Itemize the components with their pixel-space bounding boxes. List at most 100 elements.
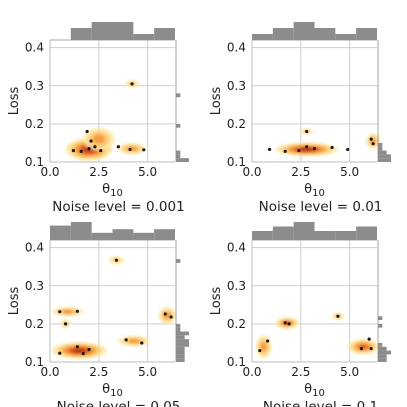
x-axis-label: θ10	[102, 182, 123, 199]
y-tick-label: 0.1	[25, 355, 44, 369]
right-histogram-bar	[378, 346, 387, 351]
top-histogram-bar	[335, 231, 357, 240]
data-point	[128, 147, 132, 152]
density-contour	[92, 134, 105, 144]
data-point	[87, 147, 91, 151]
data-point	[305, 129, 309, 134]
y-axis-label: Loss	[7, 87, 22, 116]
data-point	[163, 312, 167, 316]
data-point	[75, 345, 79, 349]
density-contour	[126, 146, 138, 151]
panel-caption: Noise level = 0.1	[263, 399, 378, 407]
top-histogram-bar	[293, 222, 315, 240]
right-histogram-bar	[176, 342, 189, 347]
data-point	[330, 145, 334, 150]
x-tick-label: 0.0	[40, 165, 59, 179]
right-histogram-bar	[176, 150, 181, 155]
y-axis-label: Loss	[209, 287, 224, 316]
right-histogram-bar	[378, 142, 383, 147]
panel-caption: Noise level = 0.001	[52, 199, 184, 215]
data-point	[266, 339, 270, 343]
panel-2: 0.0 2.5 5.0 0.1 0.2 0.3 0.4 θ10 Loss Noise level …	[209, 22, 391, 215]
top-histogram-bar	[272, 226, 294, 240]
right-histogram-bar	[176, 350, 185, 355]
top-histogram-bar	[335, 34, 357, 40]
top-histogram-bar	[133, 34, 155, 40]
right-histogram-bar	[378, 154, 391, 159]
data-point	[312, 147, 317, 151]
top-histogram-bar	[133, 232, 155, 240]
y-tick-label: 0.1	[227, 355, 246, 369]
density-layer	[275, 128, 380, 157]
x-tick-label: 2.5	[89, 165, 108, 179]
data-point	[75, 309, 79, 313]
panel-4: 0.0 2.5 5.0 0.1 0.2 0.3 0.4 θ10 Loss Noise level …	[209, 222, 391, 407]
data-point	[283, 149, 287, 153]
right-histogram-bar	[176, 93, 181, 98]
y-tick-label: 0.4	[25, 241, 44, 255]
data-point	[58, 310, 62, 314]
x-axis-label: θ10	[304, 182, 325, 199]
data-point	[371, 142, 375, 146]
top-histogram-bar	[252, 34, 273, 40]
right-histogram-bar	[378, 354, 387, 359]
y-tick-label: 0.4	[227, 241, 246, 255]
right-histogram-bar	[176, 346, 185, 351]
data-point	[79, 149, 83, 153]
right-histogram-bar	[378, 316, 383, 321]
data-point	[287, 322, 291, 326]
data-point	[81, 352, 85, 356]
data-point	[367, 337, 371, 341]
data-point	[85, 129, 89, 134]
top-histogram-bar	[314, 28, 336, 40]
x-tick-label: 2.5	[291, 165, 310, 179]
top-histogram-bar	[91, 232, 113, 240]
x-tick-label: 5.0	[340, 165, 359, 179]
top-histogram-bar	[356, 28, 377, 40]
top-histogram-bar	[112, 22, 134, 40]
top-histogram-bar	[70, 222, 92, 240]
data-point	[305, 145, 309, 149]
data-point	[116, 145, 120, 149]
panel-caption: Noise level = 0.05	[57, 399, 181, 407]
x-tick-label: 2.5	[291, 365, 310, 379]
data-point	[142, 148, 146, 152]
right-histogram-bar	[378, 323, 383, 328]
top-histogram-bar	[272, 28, 294, 40]
y-tick-label: 0.4	[227, 41, 246, 55]
x-tick-label: 0.0	[242, 165, 261, 179]
y-tick-label: 0.3	[227, 279, 246, 293]
y-axis-label: Loss	[209, 87, 224, 116]
x-tick-label: 0.0	[242, 365, 261, 379]
top-histogram-bar	[112, 229, 134, 240]
top-histogram-bar	[154, 229, 175, 240]
right-histogram-bar	[176, 331, 189, 336]
x-tick-label: 5.0	[138, 365, 157, 379]
y-tick-label: 0.2	[25, 117, 44, 131]
right-histogram-bar	[176, 154, 181, 159]
x-axis-label: θ10	[102, 382, 123, 399]
data-point	[258, 348, 262, 353]
right-histogram-bar	[176, 259, 181, 263]
top-histogram-bar	[293, 22, 315, 40]
x-tick-label: 5.0	[340, 365, 359, 379]
top-histogram-bar	[91, 22, 113, 40]
right-histogram-bar	[176, 354, 185, 359]
data-point	[267, 147, 272, 152]
panel-caption: Noise level = 0.01	[259, 199, 383, 215]
right-histogram-bar	[378, 150, 387, 155]
y-tick-label: 0.1	[25, 155, 44, 169]
data-point	[336, 314, 340, 318]
density-layer	[65, 80, 146, 161]
density-contour	[260, 342, 267, 352]
data-point	[99, 148, 103, 153]
panel-1: 0.0 2.5 5.0 0.1 0.2 0.3 0.4 θ10 Loss Noise level …	[7, 22, 189, 215]
data-point	[297, 148, 301, 153]
right-histogram-bar	[176, 358, 185, 362]
right-histogram-bar	[176, 335, 185, 340]
data-point	[93, 145, 97, 149]
x-tick-label: 5.0	[138, 165, 157, 179]
right-histogram-bar	[176, 327, 181, 332]
data-point	[130, 82, 134, 86]
y-tick-label: 0.1	[227, 155, 246, 169]
